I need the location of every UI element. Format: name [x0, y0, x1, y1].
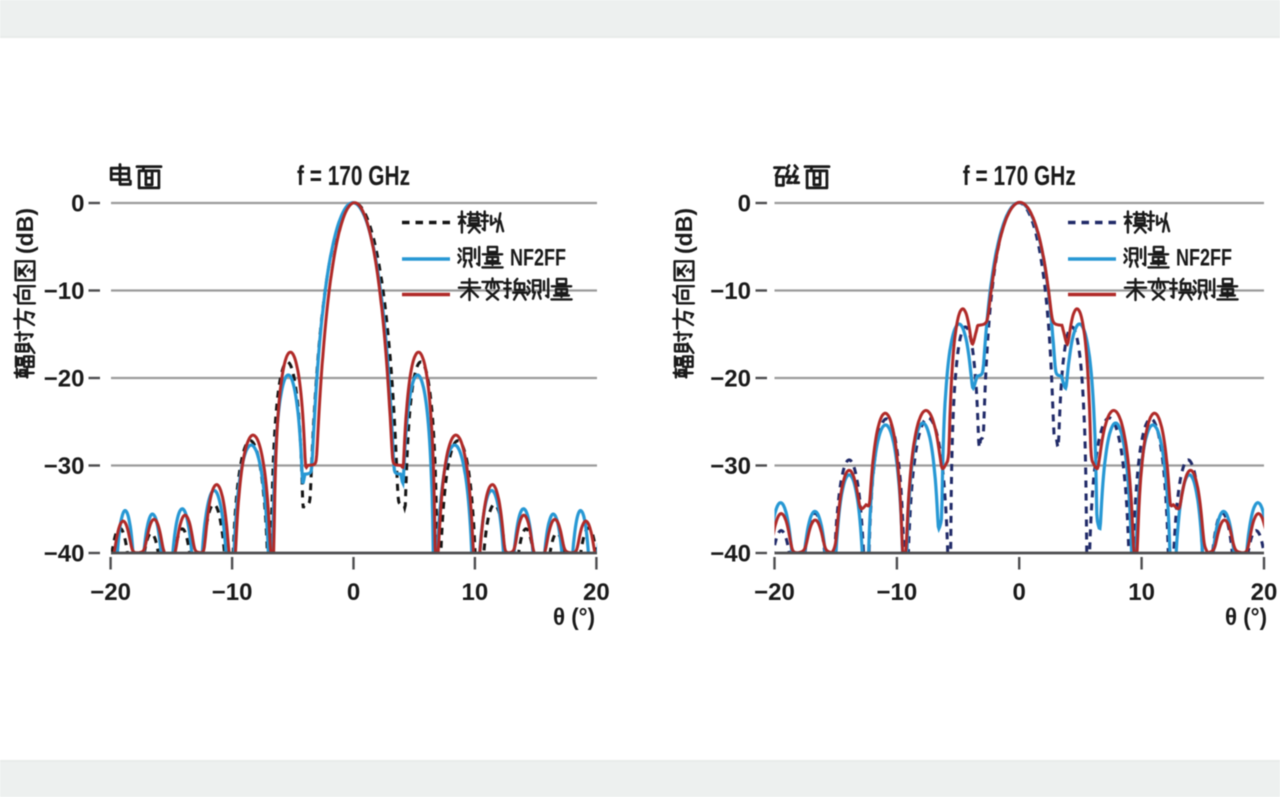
svg-text:−30: −30 — [44, 453, 85, 480]
svg-text:−40: −40 — [44, 541, 85, 568]
svg-text:0: 0 — [1013, 579, 1026, 606]
svg-text:−10: −10 — [212, 579, 253, 606]
svg-text:10: 10 — [462, 579, 489, 606]
svg-text:−10: −10 — [44, 278, 85, 305]
svg-text:−20: −20 — [44, 366, 85, 393]
svg-text:−10: −10 — [710, 278, 751, 305]
svg-text:0: 0 — [347, 579, 360, 606]
svg-text:NF2FF: NF2FF — [510, 245, 566, 272]
svg-text:f = 170 GHz: f = 170 GHz — [963, 160, 1076, 191]
svg-text:−40: −40 — [710, 541, 751, 568]
svg-text:NF2FF: NF2FF — [1176, 245, 1232, 272]
svg-text:10: 10 — [1128, 579, 1155, 606]
svg-text:−30: −30 — [710, 453, 751, 480]
svg-text:−10: −10 — [877, 579, 918, 606]
svg-text:0: 0 — [71, 191, 84, 218]
svg-text:f = 170 GHz: f = 170 GHz — [297, 160, 410, 191]
svg-text:−20: −20 — [710, 366, 751, 393]
svg-text:−20: −20 — [754, 579, 795, 606]
svg-text:0: 0 — [738, 191, 751, 218]
svg-text:20: 20 — [583, 579, 610, 606]
svg-text:−20: −20 — [90, 579, 131, 606]
svg-text:(dB): (dB) — [12, 208, 38, 254]
svg-text:20: 20 — [1251, 579, 1278, 606]
svg-text:θ (°): θ (°) — [1225, 604, 1267, 631]
svg-text:θ (°): θ (°) — [553, 604, 595, 631]
svg-text:(dB): (dB) — [671, 208, 697, 254]
